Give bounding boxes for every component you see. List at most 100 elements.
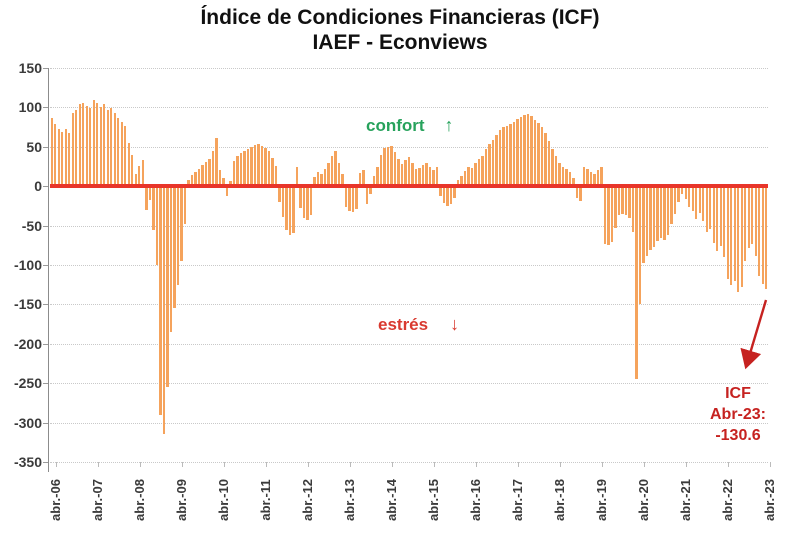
x-axis-tick <box>434 462 435 467</box>
bar <box>474 163 477 187</box>
bar <box>428 166 432 187</box>
bar <box>243 150 246 187</box>
bar <box>645 186 649 257</box>
bar <box>316 172 320 187</box>
bar <box>523 115 526 187</box>
bar <box>78 104 81 187</box>
bar <box>246 149 250 187</box>
bar <box>215 138 218 187</box>
bar <box>463 171 467 187</box>
x-axis-tick <box>139 462 141 467</box>
y-axis-tick <box>43 343 49 345</box>
bar <box>299 186 302 209</box>
bar <box>117 118 120 187</box>
bar <box>495 134 498 187</box>
bar <box>635 186 638 380</box>
bar <box>71 112 74 187</box>
bar <box>547 141 551 187</box>
estres-label: estrés <box>378 315 429 334</box>
gridline <box>50 265 768 266</box>
bar <box>250 146 253 187</box>
gridline <box>50 383 768 385</box>
bar <box>589 172 593 187</box>
bar <box>369 186 372 195</box>
bar <box>730 186 733 286</box>
bar <box>659 186 663 239</box>
bar <box>194 172 197 187</box>
bar <box>309 186 313 216</box>
confort-annotation: confort ↑ <box>366 115 454 136</box>
bar <box>96 102 99 187</box>
bar <box>159 186 162 415</box>
bar <box>716 186 719 251</box>
bar <box>491 139 495 187</box>
x-axis-tick <box>265 462 267 467</box>
bar <box>407 157 411 187</box>
bar <box>544 133 547 187</box>
bar <box>638 186 642 305</box>
bar <box>306 186 309 221</box>
bar <box>292 186 295 234</box>
bar <box>166 186 169 388</box>
bar <box>610 186 614 243</box>
bar <box>257 143 260 187</box>
bar <box>516 119 519 187</box>
bar <box>113 112 116 187</box>
bar <box>477 158 481 187</box>
bar <box>379 154 383 187</box>
bar <box>737 186 740 292</box>
bar <box>337 162 341 187</box>
bar <box>92 100 95 187</box>
bar <box>145 186 148 210</box>
x-axis-label: abr.-08 <box>131 479 147 521</box>
x-axis-tick <box>770 462 772 467</box>
bar <box>453 186 456 198</box>
bar <box>411 162 414 187</box>
bar <box>285 186 288 230</box>
bar <box>726 186 729 280</box>
bar <box>358 172 362 187</box>
bar <box>201 164 204 187</box>
bar <box>712 186 715 243</box>
bar <box>85 105 88 187</box>
bar <box>533 120 537 187</box>
x-axis-label: abr.-06 <box>47 479 63 521</box>
bar <box>302 186 306 219</box>
y-axis-label: 100 <box>18 99 42 116</box>
bar <box>607 186 610 246</box>
bar <box>295 167 299 187</box>
bar <box>631 186 635 232</box>
y-axis-label: -250 <box>13 375 42 392</box>
y-axis-tick <box>43 383 49 385</box>
gridline <box>50 343 768 345</box>
bar <box>386 146 390 187</box>
zero-line <box>50 184 768 189</box>
bar <box>467 166 470 187</box>
bar <box>274 165 278 187</box>
bar <box>320 174 323 187</box>
bar <box>344 186 348 208</box>
bar <box>393 152 397 187</box>
x-axis-tick <box>728 462 730 467</box>
bar <box>89 108 92 187</box>
up-arrow-icon: ↑ <box>444 115 454 135</box>
bar <box>526 113 530 187</box>
bar <box>267 150 271 187</box>
confort-label: confort <box>366 116 425 135</box>
bar <box>183 186 187 224</box>
bar <box>765 186 768 290</box>
x-axis-label: abr.-23 <box>762 479 778 521</box>
y-axis-label: -300 <box>13 414 42 431</box>
bar <box>50 118 53 187</box>
bar <box>565 168 568 187</box>
bar <box>327 162 330 187</box>
x-axis-tick <box>518 462 520 467</box>
bar <box>155 186 158 265</box>
bar <box>684 186 687 199</box>
y-axis-tick <box>43 422 49 424</box>
bar <box>390 146 393 187</box>
y-axis-label: 150 <box>18 60 42 76</box>
bar <box>106 109 109 187</box>
y-axis-tick <box>43 107 49 109</box>
bar <box>688 186 691 207</box>
